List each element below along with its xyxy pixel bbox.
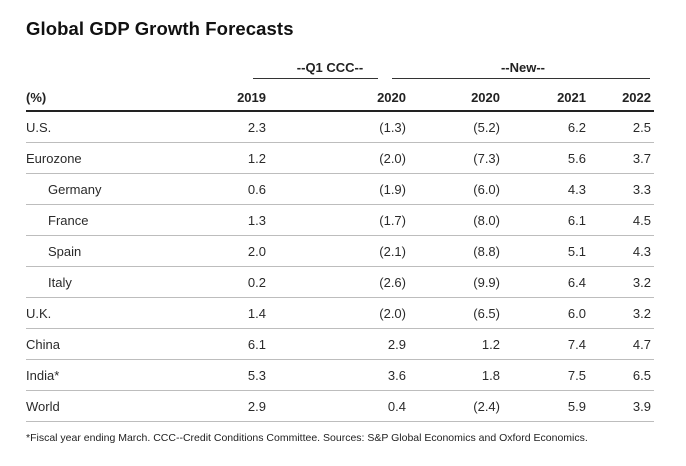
table-row: Spain 2.0 (2.1) (8.8) 5.1 4.3 <box>26 235 654 267</box>
gdp-forecast-table: (%) 2019 2020 2020 2021 2022 U.S. 2.3 (1.3… <box>26 84 654 422</box>
table-cell: (8.0) <box>409 204 503 236</box>
table-cell: 0.2 <box>153 266 269 298</box>
row-label: Eurozone <box>26 142 153 174</box>
table-cell: 3.9 <box>589 390 654 422</box>
row-label: China <box>26 328 153 360</box>
table-cell: (2.6) <box>269 266 409 298</box>
table-row: China 6.1 2.9 1.2 7.4 4.7 <box>26 328 654 360</box>
table-cell: 6.5 <box>589 359 654 391</box>
table-cell: (7.3) <box>409 142 503 174</box>
table-cell: 4.7 <box>589 328 654 360</box>
column-header-unit: (%) <box>26 84 153 112</box>
table-cell: (2.0) <box>269 142 409 174</box>
table-cell: 0.6 <box>153 173 269 205</box>
table-cell: 3.3 <box>589 173 654 205</box>
table-cell: (8.8) <box>409 235 503 267</box>
row-label: World <box>26 390 153 422</box>
row-label: Germany <box>26 173 153 205</box>
table-cell: 3.2 <box>589 266 654 298</box>
row-label: Spain <box>26 235 153 267</box>
footnote: *Fiscal year ending March. CCC--Credit C… <box>26 432 588 444</box>
table-cell: (2.4) <box>409 390 503 422</box>
table-row: U.K. 1.4 (2.0) (6.5) 6.0 3.2 <box>26 297 654 329</box>
table-cell: 2.9 <box>269 328 409 360</box>
table-cell: (2.0) <box>269 297 409 329</box>
table-cell: 7.5 <box>503 359 589 391</box>
table-row: Italy 0.2 (2.6) (9.9) 6.4 3.2 <box>26 266 654 298</box>
table-cell: 2.5 <box>589 111 654 143</box>
table-cell: 6.2 <box>503 111 589 143</box>
table-cell: 2.9 <box>153 390 269 422</box>
table-cell: 6.1 <box>153 328 269 360</box>
row-label: Italy <box>26 266 153 298</box>
table-row: World 2.9 0.4 (2.4) 5.9 3.9 <box>26 390 654 422</box>
row-label: U.K. <box>26 297 153 329</box>
table-cell: (2.1) <box>269 235 409 267</box>
table-cell: (6.0) <box>409 173 503 205</box>
table-cell: 6.0 <box>503 297 589 329</box>
group-label-q1-ccc: --Q1 CCC-- <box>296 60 364 75</box>
header-row: (%) 2019 2020 2020 2021 2022 <box>26 84 654 112</box>
table-cell: 6.1 <box>503 204 589 236</box>
column-header-2019: 2019 <box>153 84 269 112</box>
table-cell: 1.4 <box>153 297 269 329</box>
table-cell: 2.0 <box>153 235 269 267</box>
row-label: India* <box>26 359 153 391</box>
group-underline-q1-ccc <box>253 78 378 79</box>
table-cell: 1.2 <box>409 328 503 360</box>
table-row: France 1.3 (1.7) (8.0) 6.1 4.5 <box>26 204 654 236</box>
table-row: Germany 0.6 (1.9) (6.0) 4.3 3.3 <box>26 173 654 205</box>
column-header-2022: 2022 <box>589 84 654 112</box>
table-cell: 5.6 <box>503 142 589 174</box>
table-cell: 4.3 <box>503 173 589 205</box>
table-cell: (6.5) <box>409 297 503 329</box>
table-cell: 5.1 <box>503 235 589 267</box>
table-cell: (1.9) <box>269 173 409 205</box>
table-cell: 5.3 <box>153 359 269 391</box>
table-cell: 3.6 <box>269 359 409 391</box>
table-cell: (1.7) <box>269 204 409 236</box>
table-cell: 7.4 <box>503 328 589 360</box>
table-cell: 4.3 <box>589 235 654 267</box>
group-underline-new <box>392 78 650 79</box>
table-cell: 3.7 <box>589 142 654 174</box>
table-cell: 3.2 <box>589 297 654 329</box>
table-row: India* 5.3 3.6 1.8 7.5 6.5 <box>26 359 654 391</box>
table-cell: 1.2 <box>153 142 269 174</box>
table-cell: 1.3 <box>153 204 269 236</box>
row-label: France <box>26 204 153 236</box>
table-cell: 0.4 <box>269 390 409 422</box>
table-cell: 5.9 <box>503 390 589 422</box>
table-cell: (1.3) <box>269 111 409 143</box>
column-header-2021: 2021 <box>503 84 589 112</box>
row-label: U.S. <box>26 111 153 143</box>
table-cell: (5.2) <box>409 111 503 143</box>
table-cell: 2.3 <box>153 111 269 143</box>
table-row: Eurozone 1.2 (2.0) (7.3) 5.6 3.7 <box>26 142 654 174</box>
table-cell: (9.9) <box>409 266 503 298</box>
table-row: U.S. 2.3 (1.3) (5.2) 6.2 2.5 <box>26 111 654 143</box>
table-title: Global GDP Growth Forecasts <box>26 18 294 39</box>
table-cell: 1.8 <box>409 359 503 391</box>
table-cell: 6.4 <box>503 266 589 298</box>
group-label-new: --New-- <box>500 60 546 75</box>
column-header-new-2020: 2020 <box>409 84 503 112</box>
column-header-q1-2020: 2020 <box>269 84 409 112</box>
table-cell: 4.5 <box>589 204 654 236</box>
